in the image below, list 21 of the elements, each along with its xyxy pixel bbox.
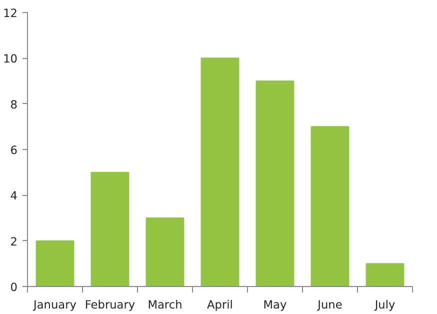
bar — [366, 263, 404, 286]
bar — [36, 240, 74, 286]
bar — [146, 218, 184, 286]
x-tick-label: January — [32, 298, 77, 312]
bar — [310, 126, 350, 286]
x-tick-label: February — [84, 298, 136, 312]
y-tick-label: 8 — [10, 97, 18, 112]
y-tick-label: 10 — [3, 52, 18, 66]
y-tick-label: 12 — [3, 6, 18, 20]
y-tick-label: 4 — [10, 188, 18, 203]
x-tick-label: June — [316, 298, 342, 312]
bar — [200, 58, 240, 286]
x-tick-label: April — [207, 298, 233, 312]
bar — [90, 172, 130, 286]
x-tick-label: May — [263, 298, 288, 312]
bar — [256, 80, 294, 286]
y-tick-label: 2 — [10, 234, 18, 248]
y-tick-label: 0 — [10, 280, 18, 294]
x-tick-label: March — [148, 298, 182, 312]
x-tick-label: July — [374, 298, 396, 312]
y-tick-label: 6 — [10, 143, 18, 157]
